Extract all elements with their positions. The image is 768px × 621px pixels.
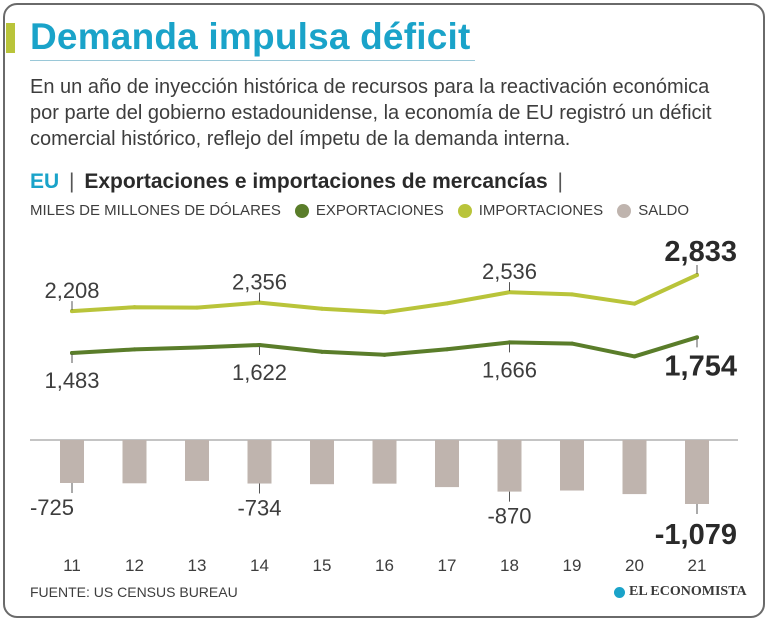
legend-item-balance: SALDO xyxy=(617,202,689,219)
balance-label-14: -734 xyxy=(237,496,281,521)
x-tick-label-13: 13 xyxy=(188,556,207,575)
exports-label-21: 1,754 xyxy=(664,350,737,382)
exports-line-point-15 xyxy=(320,349,324,354)
exports-line-point-14 xyxy=(257,342,262,347)
exports-line-point-12 xyxy=(132,347,137,352)
title-accent-bar xyxy=(6,23,15,53)
chart-subtitle: EU | Exportaciones e importaciones de me… xyxy=(30,170,567,194)
imports-label-11: 2,208 xyxy=(44,278,99,303)
subtitle-separator-1: | xyxy=(69,170,75,193)
country-label: EU xyxy=(30,170,60,193)
balance-bar-11 xyxy=(60,440,84,484)
imports-label-21: 2,833 xyxy=(664,236,737,268)
balance-bar-18 xyxy=(497,440,522,492)
legend-label-balance: SALDO xyxy=(638,202,690,219)
x-tick-label-16: 16 xyxy=(375,556,394,575)
x-tick-label-11: 11 xyxy=(63,556,81,575)
title-underline xyxy=(30,60,475,61)
legend-swatch-exports xyxy=(294,203,309,218)
balance-bar-14 xyxy=(247,440,272,484)
exports-line-point-20 xyxy=(632,354,637,359)
exports-line-point-17 xyxy=(445,347,449,352)
imports-line-point-11 xyxy=(70,309,74,314)
balance-bar-16 xyxy=(372,440,397,484)
x-tick-label-12: 12 xyxy=(125,556,144,575)
x-tick-label-15: 15 xyxy=(313,556,332,575)
exports-line-point-16 xyxy=(382,352,387,357)
balance-bar-17 xyxy=(435,440,459,488)
imports-label-14: 2,356 xyxy=(232,270,287,295)
imports-line-point-12 xyxy=(132,305,137,310)
balance-bar-13 xyxy=(185,440,209,481)
legend-swatch-imports xyxy=(457,203,472,218)
x-tick-label-19: 19 xyxy=(563,556,582,575)
imports-line-point-14 xyxy=(257,300,262,305)
balance-bar-21 xyxy=(685,440,709,504)
x-tick-label-20: 20 xyxy=(625,556,644,575)
imports-line-point-17 xyxy=(445,301,449,306)
legend-item-exports: EXPORTACIONES xyxy=(294,202,444,219)
legend-label-exports: EXPORTACIONES xyxy=(315,202,444,219)
legend-units: MILES DE MILLONES DE DÓLARES xyxy=(30,202,281,219)
imports-line xyxy=(70,273,699,315)
imports-label-18: 2,536 xyxy=(482,259,537,284)
balance-bar-12 xyxy=(122,440,147,484)
balance-label-11: -725 xyxy=(30,495,74,520)
chart-legend: MILES DE MILLONES DE DÓLARES EXPORTACION… xyxy=(30,202,689,219)
source-note: FUENTE: US CENSUS BUREAU xyxy=(30,584,238,600)
imports-line-point-16 xyxy=(382,310,387,315)
imports-line-point-18 xyxy=(507,290,512,295)
balance-bar-15 xyxy=(310,440,334,485)
balance-bar-19 xyxy=(560,440,584,491)
x-tick-label-18: 18 xyxy=(500,556,519,575)
exports-line-point-21 xyxy=(695,335,699,340)
balance-label-21: -1,079 xyxy=(655,519,737,551)
brand-icon xyxy=(614,586,625,598)
imports-line-point-20 xyxy=(632,301,637,306)
balance-label-18: -870 xyxy=(487,504,531,529)
exports-line-point-13 xyxy=(195,345,199,350)
imports-line-point-13 xyxy=(195,305,199,310)
exports-label-18: 1,666 xyxy=(482,357,537,382)
x-tick-label-14: 14 xyxy=(250,556,269,575)
exports-line-point-19 xyxy=(570,341,574,346)
balance-bar-20 xyxy=(622,440,647,495)
exports-label-11: 1,483 xyxy=(44,368,99,393)
imports-line-point-21 xyxy=(695,273,699,277)
lede-paragraph: En un año de inyección histórica de recu… xyxy=(30,76,712,150)
x-tick-label-21: 21 xyxy=(688,556,707,575)
subtitle-separator-2: | xyxy=(557,170,564,193)
exports-label-14: 1,622 xyxy=(232,360,287,385)
legend-item-imports: IMPORTACIONES xyxy=(457,202,604,219)
exports-line-point-18 xyxy=(507,340,512,345)
legend-swatch-balance xyxy=(617,203,632,218)
x-tick-label-17: 17 xyxy=(438,556,457,575)
brand-logo: EL ECONOMISTA xyxy=(614,584,747,600)
page-title: Demanda impulsa déficit xyxy=(30,16,471,57)
chart-title: Exportaciones e importaciones de mercanc… xyxy=(84,170,548,193)
legend-label-imports: IMPORTACIONES xyxy=(478,202,604,219)
brand-name: EL ECONOMISTA xyxy=(629,584,747,599)
imports-line-point-19 xyxy=(570,292,574,297)
exports-line-point-11 xyxy=(70,351,74,355)
imports-line-point-15 xyxy=(320,306,324,311)
